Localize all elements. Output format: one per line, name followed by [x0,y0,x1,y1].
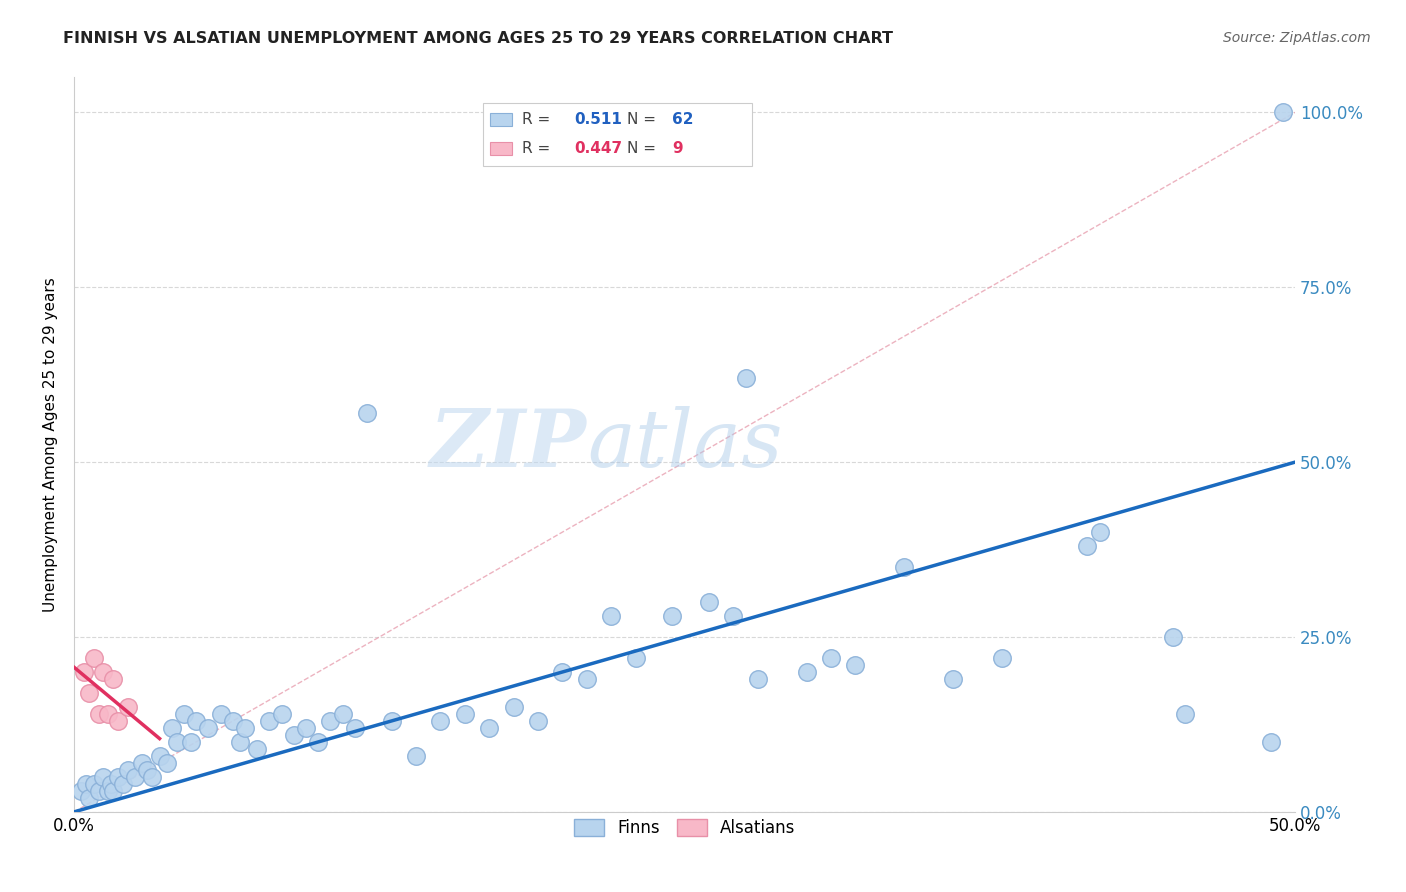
Point [107,714,129,728]
Point [796,665,818,679]
Point [186,714,208,728]
FancyBboxPatch shape [491,112,512,126]
Point [527,714,550,728]
Point [111,777,134,791]
Point [820,651,842,665]
Point [747,672,769,686]
Point [1174,706,1197,721]
Point [844,658,866,673]
Text: 9: 9 [672,141,683,156]
Point [117,763,139,777]
Point [87,784,110,798]
Point [454,706,477,721]
Text: R =: R = [522,141,555,156]
Point [356,406,378,420]
Point [166,735,188,749]
Text: 0.447: 0.447 [575,141,623,156]
Point [77,686,100,700]
Point [87,706,110,721]
Point [1076,539,1098,553]
Point [319,714,342,728]
Point [1161,630,1184,644]
Point [107,770,129,784]
Point [624,651,647,665]
Point [502,700,524,714]
Point [575,672,598,686]
FancyBboxPatch shape [491,142,512,155]
Point [380,714,402,728]
Point [173,706,195,721]
Point [723,609,745,624]
Point [661,609,683,624]
Point [283,728,305,742]
Point [117,700,139,714]
Point [405,748,427,763]
Text: Source: ZipAtlas.com: Source: ZipAtlas.com [1223,31,1371,45]
Point [101,672,124,686]
Text: FINNISH VS ALSATIAN UNEMPLOYMENT AMONG AGES 25 TO 29 YEARS CORRELATION CHART: FINNISH VS ALSATIAN UNEMPLOYMENT AMONG A… [63,31,893,46]
Point [1260,735,1282,749]
Point [101,784,124,798]
Point [332,706,354,721]
Point [697,595,720,609]
Point [343,721,366,735]
Point [156,756,179,770]
Point [429,714,451,728]
Point [991,651,1014,665]
Text: N =: N = [627,141,661,156]
Point [124,770,146,784]
Text: ZIP: ZIP [430,406,586,483]
Point [180,735,202,749]
Point [148,748,170,763]
Point [600,609,623,624]
Point [141,770,163,784]
Point [1088,525,1111,540]
Point [93,770,115,784]
Point [893,560,915,574]
Point [551,665,574,679]
Text: R =: R = [522,112,555,127]
Point [70,784,93,798]
Point [197,721,219,735]
Point [270,706,292,721]
Point [942,672,965,686]
Point [136,763,159,777]
Point [97,706,120,721]
Point [97,784,120,798]
Point [160,721,183,735]
Point [233,721,256,735]
Point [259,714,281,728]
Point [246,742,269,756]
Text: atlas: atlas [586,406,782,483]
Point [83,777,105,791]
Point [93,665,115,679]
Point [1271,105,1294,120]
Point [77,790,100,805]
Point [75,777,97,791]
Text: 62: 62 [672,112,693,127]
Legend: Finns, Alsatians: Finns, Alsatians [567,813,801,844]
Point [131,756,153,770]
Point [222,714,245,728]
Text: N =: N = [627,112,661,127]
Text: 0.511: 0.511 [575,112,623,127]
Point [734,371,756,385]
Point [229,735,252,749]
Point [83,651,105,665]
FancyBboxPatch shape [484,103,752,166]
Point [73,665,96,679]
Y-axis label: Unemployment Among Ages 25 to 29 years: Unemployment Among Ages 25 to 29 years [44,277,58,612]
Point [100,777,122,791]
Point [307,735,329,749]
Point [295,721,318,735]
Point [209,706,232,721]
Point [478,721,501,735]
